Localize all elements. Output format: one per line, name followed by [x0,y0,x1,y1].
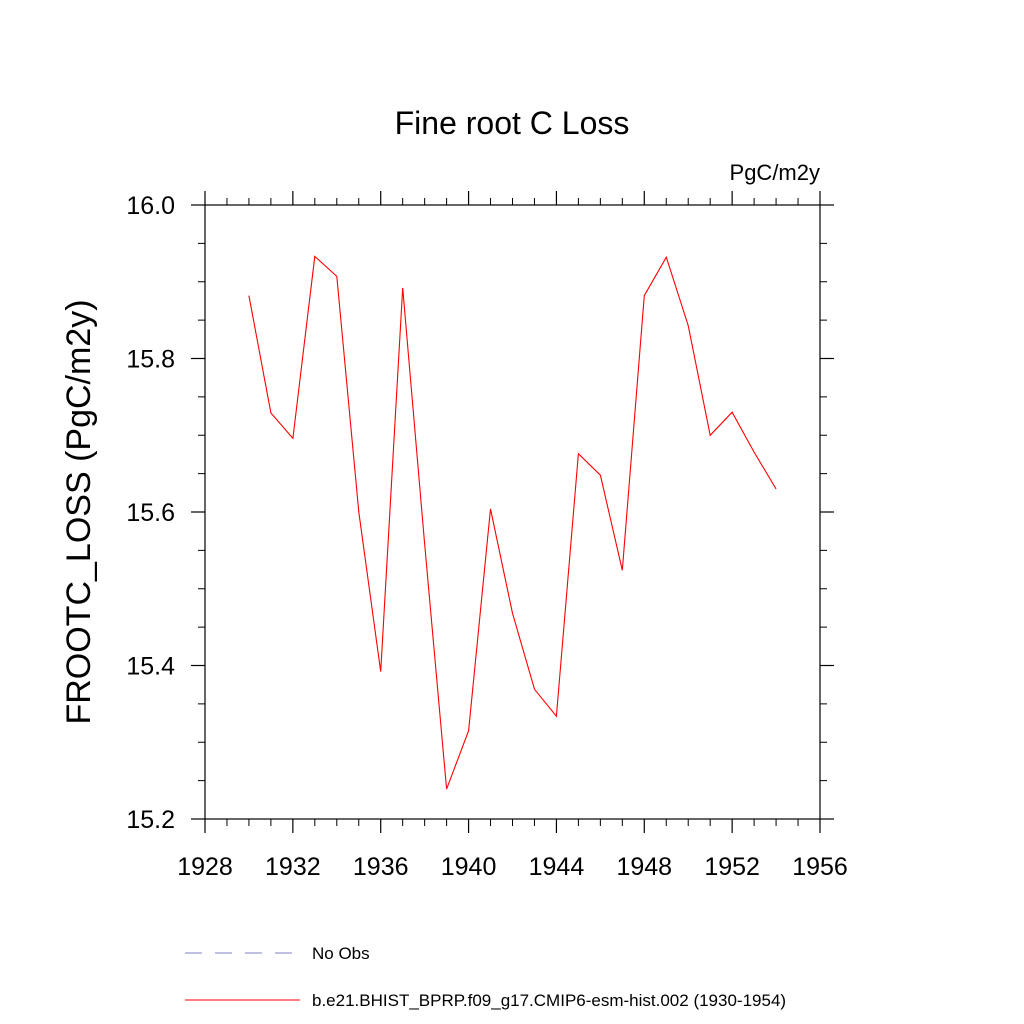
legend-label-no-obs: No Obs [312,944,370,963]
plot-frame [204,204,821,820]
x-tick-label: 1928 [177,853,233,881]
y-tick-label: 15.4 [126,653,175,681]
x-tick-label: 1936 [353,853,409,881]
x-tick-label: 1952 [704,853,760,881]
tick-labels: 1928 1932 1936 1940 1944 1948 1952 1956 15.2 15.4… [126,192,847,881]
legend-label-model: b.e21.BHIST_BPRP.f09_g17.CMIP6-esm-hist.… [312,991,786,1010]
x-tick-label: 1948 [616,853,672,881]
x-tick-label: 1940 [441,853,497,881]
chart-title: Fine root C Loss [395,105,630,141]
x-tick-label: 1944 [529,853,585,881]
y-tick-label: 15.2 [126,806,175,834]
x-tick-label: 1932 [265,853,321,881]
y-axis-label: FROOTC_LOSS (PgC/m2y) [60,299,98,724]
x-tick-label: 1956 [792,853,848,881]
y-tick-label: 16.0 [126,192,175,220]
units-label: PgC/m2y [730,160,820,185]
legend: No Obs b.e21.BHIST_BPRP.f09_g17.CMIP6-es… [185,944,786,1010]
y-tick-label: 15.6 [126,499,175,527]
y-tick-label: 15.8 [126,346,175,374]
axis-ticks [191,191,834,833]
series-lines [248,255,777,790]
series-line-0 [248,255,777,790]
